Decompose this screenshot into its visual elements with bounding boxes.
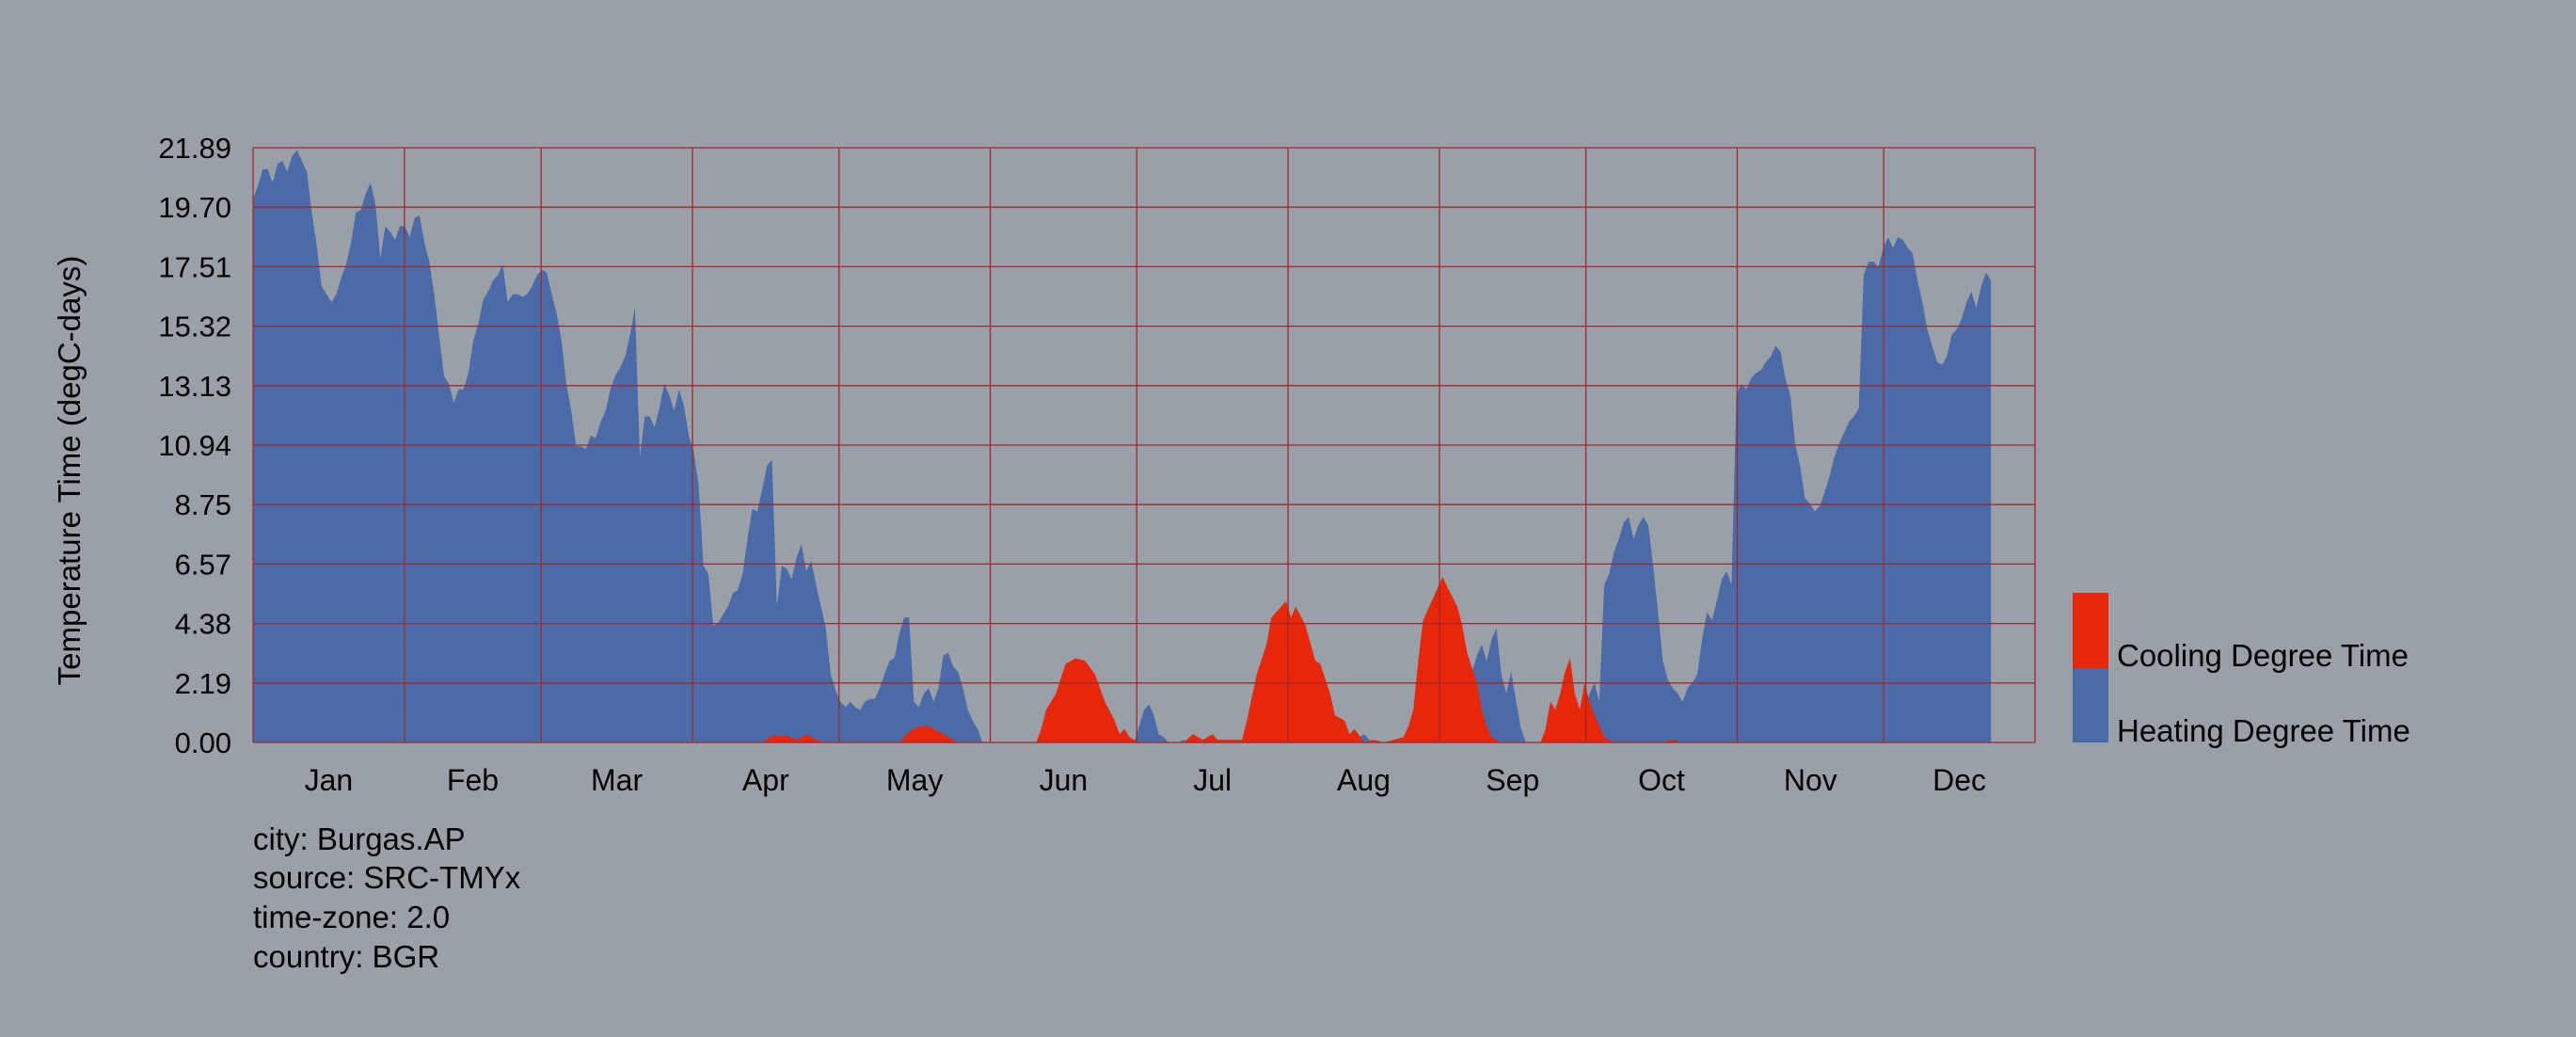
grid-layer (252, 147, 2036, 743)
legend: Cooling Degree Time Heating Degree Time (2073, 593, 2410, 748)
metadata-country: country: BGR (253, 939, 440, 974)
y-tick-label: 2.19 (175, 667, 231, 700)
x-tick-label: Oct (1638, 763, 1685, 797)
y-tick-label: 8.75 (175, 488, 231, 521)
legend-label-heating: Heating Degree Time (2117, 713, 2410, 748)
y-tick-label: 13.13 (158, 370, 231, 403)
x-tick-label: Dec (1932, 763, 1986, 797)
legend-label-cooling: Cooling Degree Time (2117, 638, 2409, 673)
x-tick-label: Feb (447, 763, 499, 797)
y-tick-label: 17.51 (158, 250, 231, 283)
legend-swatch-cooling (2073, 593, 2108, 668)
heating-degree-time-area (253, 150, 1992, 743)
metadata-time-zone: time-zone: 2.0 (253, 900, 451, 934)
y-tick-label: 19.70 (158, 191, 231, 224)
x-tick-label: Jun (1040, 763, 1089, 797)
x-tick-label: Nov (1784, 763, 1837, 797)
y-tick-labels: 0.00 2.19 4.38 6.57 8.75 10.94 13.13 15.32 17.51… (158, 132, 231, 759)
y-tick-label: 0.00 (175, 726, 231, 759)
x-tick-label: Apr (742, 763, 789, 797)
y-axis-label: Temperature Time (degC-days) (52, 256, 87, 686)
y-tick-label: 15.32 (158, 311, 231, 343)
x-tick-label: May (886, 763, 943, 797)
metadata-source: source: SRC-TMYx (253, 860, 521, 895)
y-tick-label: 10.94 (158, 429, 231, 462)
legend-swatch-heating (2073, 668, 2108, 742)
metadata-city: city: Burgas.AP (253, 822, 466, 856)
y-tick-label: 21.89 (158, 132, 231, 165)
x-tick-label: Jan (305, 763, 354, 797)
x-tick-label: Jul (1193, 763, 1232, 797)
y-tick-label: 4.38 (175, 608, 231, 641)
area-layer (253, 150, 2035, 743)
x-tick-label: Aug (1337, 763, 1391, 797)
x-tick-labels: Jan Feb Mar Apr May Jun Jul Aug Sep Oct Nov Dec (305, 763, 1986, 797)
x-tick-label: Sep (1486, 763, 1539, 797)
x-tick-label: Mar (591, 763, 643, 797)
y-tick-label: 6.57 (175, 548, 231, 581)
